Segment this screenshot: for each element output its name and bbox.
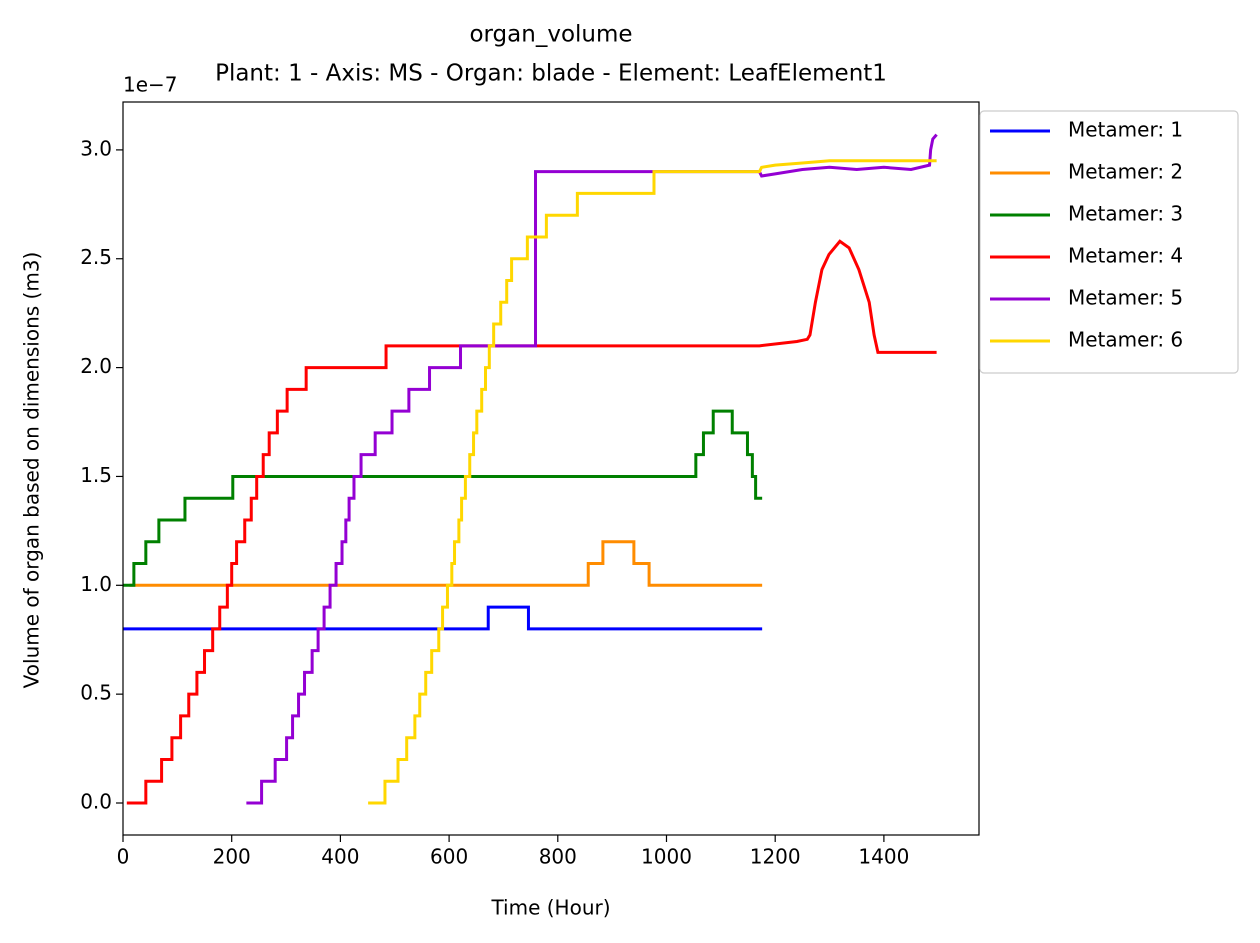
x-axis-label: Time (Hour) bbox=[490, 896, 610, 920]
y-tick-label: 1.0 bbox=[80, 572, 112, 596]
series-line bbox=[123, 409, 763, 587]
chart-title: organ_volume bbox=[469, 22, 632, 48]
y-tick-label: 2.5 bbox=[80, 245, 112, 269]
series-line bbox=[129, 540, 763, 587]
legend-label: Metamer: 4 bbox=[1068, 244, 1183, 268]
series-line bbox=[126, 239, 937, 805]
y-tick-label: 3.0 bbox=[80, 136, 112, 160]
legend-label: Metamer: 1 bbox=[1068, 118, 1183, 142]
x-tick-label: 400 bbox=[321, 845, 359, 869]
legend-label: Metamer: 5 bbox=[1068, 286, 1183, 310]
series-line bbox=[246, 133, 938, 805]
y-tick-label: 0.5 bbox=[80, 681, 112, 705]
x-tick-label: 800 bbox=[539, 845, 577, 869]
x-tick-label: 1200 bbox=[750, 845, 801, 869]
y-offset-label: 1e−7 bbox=[123, 73, 178, 97]
legend-label: Metamer: 6 bbox=[1068, 328, 1183, 352]
y-axis-label: Volume of organ based on dimensions (m3) bbox=[20, 252, 44, 689]
legend-box bbox=[979, 110, 1239, 374]
plot-frame bbox=[122, 101, 980, 836]
legend: Metamer: 1 Metamer: 2 Metamer: 3 Metamer: 4… bbox=[979, 110, 1239, 374]
y-tick-label: 0.0 bbox=[80, 789, 112, 813]
chart-subtitle: Plant: 1 - Axis: MS - Organ: blade - Ele… bbox=[215, 61, 887, 87]
series-line bbox=[123, 605, 763, 631]
series-line bbox=[368, 159, 937, 805]
x-tick-label: 200 bbox=[213, 845, 251, 869]
legend-label: Metamer: 3 bbox=[1068, 202, 1183, 226]
legend-label: Metamer: 2 bbox=[1068, 160, 1183, 184]
x-tick-label: 600 bbox=[430, 845, 468, 869]
y-tick-label: 1.5 bbox=[80, 463, 112, 487]
x-tick-label: 1000 bbox=[641, 845, 692, 869]
x-tick-label: 0 bbox=[117, 845, 130, 869]
y-tick-label: 2.0 bbox=[80, 354, 112, 378]
x-tick-label: 1400 bbox=[858, 845, 909, 869]
